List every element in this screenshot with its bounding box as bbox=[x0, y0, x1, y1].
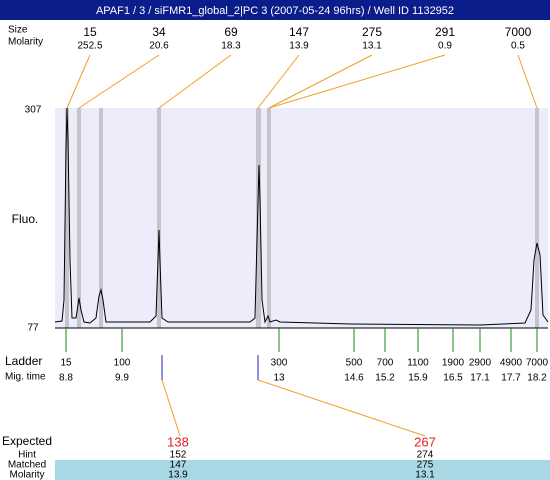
connectors bbox=[66, 54, 538, 437]
peak-molarity: 13.9 bbox=[289, 41, 309, 52]
ladder-size: 500 bbox=[346, 358, 363, 369]
ladder-size: 7000 bbox=[526, 358, 549, 369]
title-bar bbox=[0, 0, 550, 20]
matched: 275 bbox=[417, 460, 434, 471]
peak-bands bbox=[65, 108, 539, 328]
trace bbox=[54, 107, 549, 326]
ladder-time: 15.9 bbox=[408, 373, 428, 384]
ladder-time: 9.9 bbox=[115, 373, 129, 384]
hint: 274 bbox=[417, 450, 434, 461]
title: APAF1 / 3 / siFMR1_global_2|PC 3 (2007-0… bbox=[96, 5, 454, 17]
peak-molarity: 252.5 bbox=[77, 41, 102, 52]
peak-size: 7000 bbox=[505, 25, 532, 39]
peak-molarity: 18.3 bbox=[221, 41, 241, 52]
ladder-time: 15.2 bbox=[375, 373, 395, 384]
peak-size: 15 bbox=[83, 25, 97, 39]
ladder-time: 16.5 bbox=[443, 373, 463, 384]
matched-bg bbox=[55, 460, 550, 480]
ladder-size: 1900 bbox=[442, 358, 465, 369]
ladder-time: 13 bbox=[273, 373, 285, 384]
ladder-time: 14.6 bbox=[344, 373, 364, 384]
ladder-label: Ladder bbox=[5, 354, 42, 368]
peak-molarity: 0.5 bbox=[511, 41, 525, 52]
hint-label: Hint bbox=[18, 450, 36, 461]
y-axis-label: Fluo. bbox=[12, 212, 39, 226]
peak-size: 291 bbox=[435, 25, 455, 39]
ladder-size: 4900 bbox=[500, 358, 523, 369]
hint: 152 bbox=[170, 450, 187, 461]
ladder-time: 17.7 bbox=[501, 373, 521, 384]
plot-area bbox=[55, 108, 548, 328]
ladder-time: 17.1 bbox=[470, 373, 490, 384]
matched-label: Matched bbox=[8, 460, 46, 471]
expected: 138 bbox=[167, 434, 189, 449]
peak-size: 147 bbox=[289, 25, 309, 39]
peak-molarity: 20.6 bbox=[149, 41, 169, 52]
molarity: 13.9 bbox=[168, 470, 188, 480]
ladder-size: 100 bbox=[114, 358, 131, 369]
expected-label: Expected bbox=[2, 434, 52, 448]
expected: 267 bbox=[414, 434, 436, 449]
ladder-size: 300 bbox=[271, 358, 288, 369]
y-max: 307 bbox=[25, 105, 42, 116]
y-min: 77 bbox=[27, 323, 39, 334]
ladder-size: 2900 bbox=[469, 358, 492, 369]
matched: 147 bbox=[170, 460, 187, 471]
peak-size: 34 bbox=[152, 25, 166, 39]
ladder-time: 8.8 bbox=[59, 373, 73, 384]
molarity-row-label: Molarity bbox=[9, 470, 44, 480]
ladder-size: 15 bbox=[60, 358, 72, 369]
molarity: 13.1 bbox=[415, 470, 435, 480]
molarity-label: Molarity bbox=[8, 37, 43, 48]
peak-size: 275 bbox=[362, 25, 382, 39]
peak-molarity: 13.1 bbox=[362, 41, 382, 52]
ladder-size: 1100 bbox=[407, 358, 429, 369]
ladder-size: 700 bbox=[377, 358, 394, 369]
mig-time-label: Mig. time bbox=[5, 372, 46, 383]
peak-molarity: 0.9 bbox=[438, 41, 452, 52]
peak-size: 69 bbox=[224, 25, 238, 39]
ladder-time: 18.2 bbox=[527, 373, 547, 384]
size-label: Size bbox=[8, 25, 28, 36]
